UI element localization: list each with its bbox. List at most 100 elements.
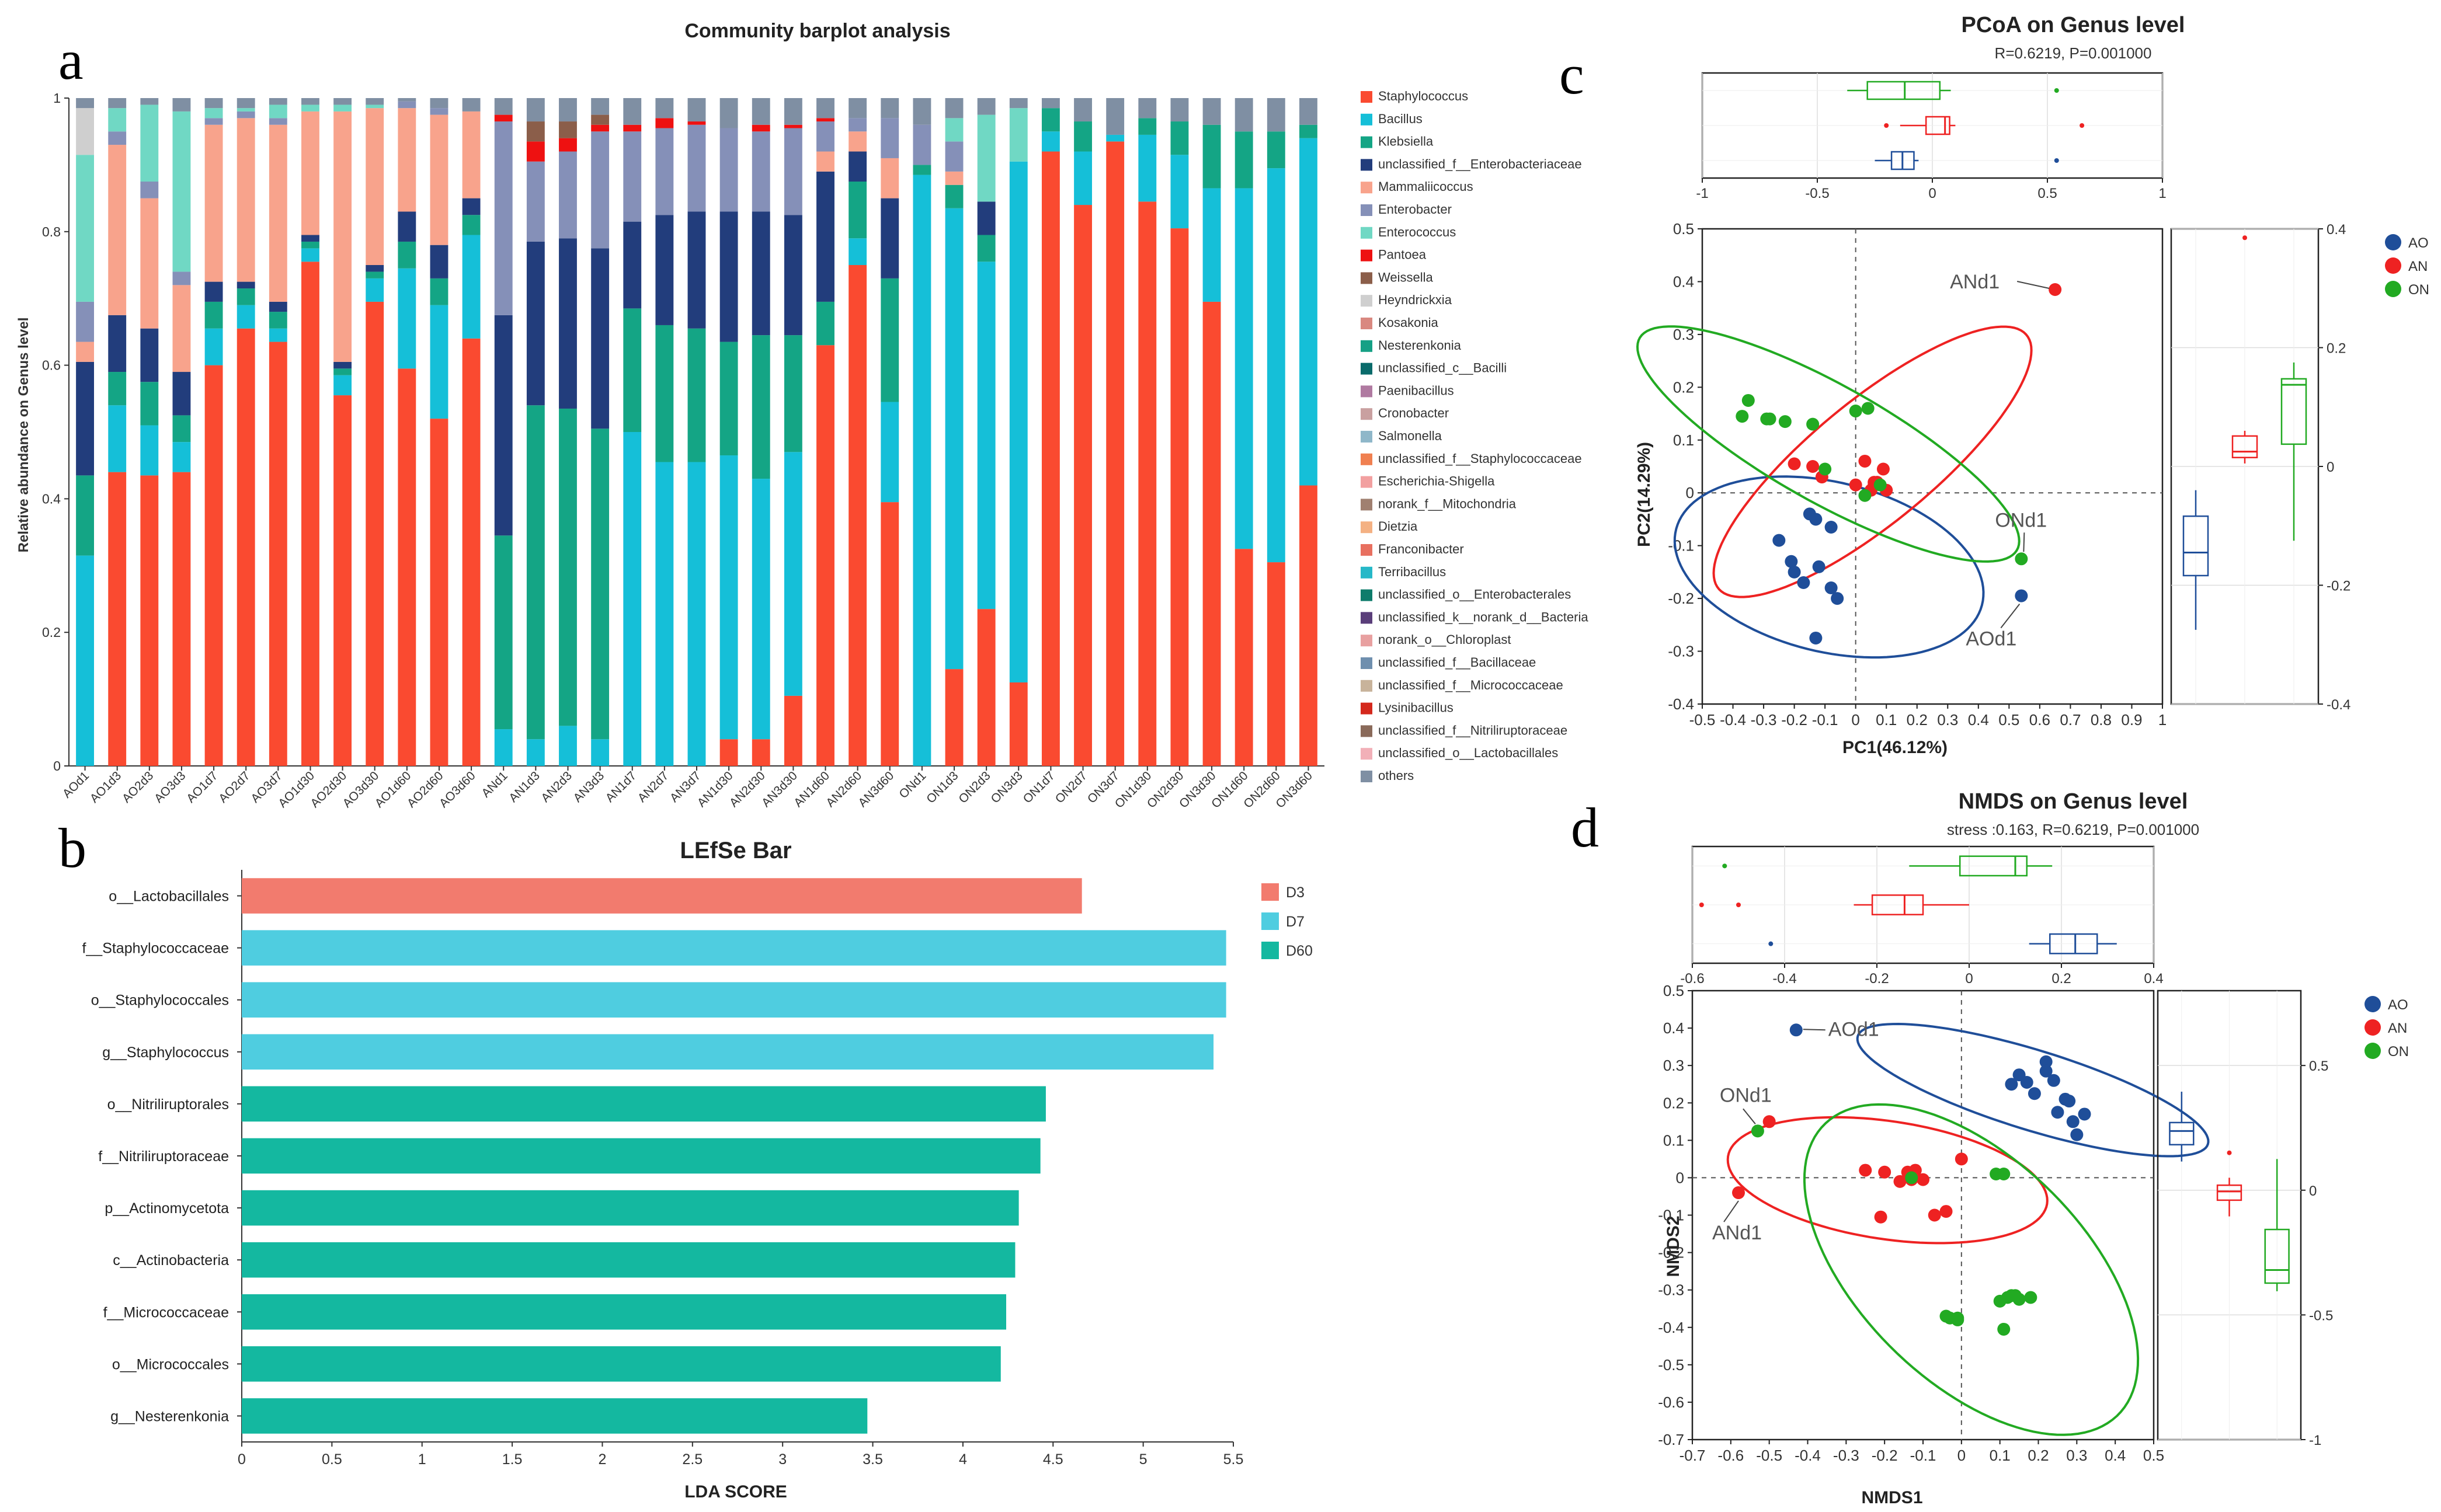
bar-segment-mammaliicoccus xyxy=(849,131,867,152)
bar-segment-staphylococcus xyxy=(1138,201,1157,766)
bar-segment-klebsiella xyxy=(204,301,223,329)
sample-point-an xyxy=(1874,1210,1887,1224)
bar-segment-klebsiella xyxy=(623,308,642,432)
pcoa-side-boxplot: -0.4 -0.2 0 0.2 0.4 xyxy=(2170,222,2350,713)
y-tick-label: -0.5 xyxy=(1658,1356,1684,1374)
top-box-outlier xyxy=(2054,88,2059,93)
lefse-title: LEfSe Bar xyxy=(680,838,791,863)
bar-segment-mammaliicoccus xyxy=(76,342,94,362)
y-tick-label: 0.1 xyxy=(1663,1131,1684,1149)
legend-label: Pantoea xyxy=(1378,248,1427,262)
bar-segment-enterococcus xyxy=(1009,108,1028,162)
bar-segment-enterobacter xyxy=(816,121,834,152)
bar-segment-staphylococcus xyxy=(430,419,448,766)
x-tick-label: 0.1 xyxy=(1876,711,1897,729)
top-box-tick-label: -0.2 xyxy=(1865,971,1889,987)
side-box-tick-label: 0 xyxy=(2309,1183,2317,1199)
bar-segment-klebsiella xyxy=(333,368,352,375)
side-box-on xyxy=(2264,1228,2290,1284)
sample-annotation: ANd1 xyxy=(1712,1222,1762,1244)
bar-segment-klebsiella xyxy=(655,325,674,462)
bar-segment-bacillus xyxy=(559,726,577,766)
bar-segment-staphylococcus xyxy=(1074,205,1092,766)
sample-point-on xyxy=(1997,1168,2011,1181)
bar-segment-bacillus xyxy=(1138,134,1157,202)
lefse-bar xyxy=(242,1294,1007,1330)
top-box-outlier xyxy=(1722,863,1727,869)
sample-point-on xyxy=(2015,552,2028,566)
bar-segment-unclassified-f-enterobacteriaceae xyxy=(333,361,352,369)
bar-segment-enterococcus xyxy=(76,155,94,302)
sample-point-ao xyxy=(1809,631,1823,644)
lefse-bar-label: p__Actinomycetota xyxy=(105,1200,229,1217)
lefse-bar xyxy=(242,878,1082,914)
lefse-x-tick-label: 0.5 xyxy=(322,1451,342,1468)
bar-segment-klebsiella xyxy=(816,301,834,346)
bar-segment-others xyxy=(76,98,94,109)
bar-segment-bacillus xyxy=(849,238,867,265)
sample-point-an xyxy=(1939,1205,1953,1218)
sample-point-ao xyxy=(2015,589,2028,602)
bar-segment-klebsiella xyxy=(752,335,770,479)
bar-segment-klebsiella xyxy=(784,335,802,452)
bar-segment-bacillus xyxy=(366,278,384,302)
bar-segment-bacillus xyxy=(204,328,223,365)
legend-marker-an xyxy=(2364,1019,2381,1036)
bar-segment-others xyxy=(881,98,899,119)
side-box-tick-label: -0.4 xyxy=(2327,697,2350,713)
bar-segment-bacillus xyxy=(108,405,127,472)
y-tick-label: -0.3 xyxy=(1668,643,1694,660)
x-tick-label: -0.1 xyxy=(1910,1447,1936,1464)
bar-segment-mammaliicoccus xyxy=(462,111,481,198)
bar-segment-bacillus xyxy=(301,248,319,262)
bar-segment-weissella xyxy=(526,121,545,142)
sample-point-on xyxy=(1951,1311,1964,1325)
x-tick-label: 0 xyxy=(1957,1447,1966,1464)
bar-segment-unclassified-f-enterobacteriaceae xyxy=(172,372,191,416)
bar-segment-unclassified-f-enterobacteriaceae xyxy=(559,238,577,409)
bar-segment-enterobacter xyxy=(76,301,94,342)
sample-point-on xyxy=(1849,405,1862,418)
legend-label-ao: AO xyxy=(2408,235,2429,251)
bar-segment-bacillus xyxy=(1299,138,1317,486)
lefse-bar-label: o__Staphylococcales xyxy=(91,992,229,1009)
bar-segment-others xyxy=(623,98,642,125)
bar-segment-pantoea xyxy=(655,118,674,128)
bar-segment-staphylococcus xyxy=(269,342,287,766)
annotation-arrow xyxy=(2023,532,2025,552)
bar-segment-others xyxy=(655,98,674,119)
lefse-legend-label: D3 xyxy=(1286,884,1305,901)
legend-marker-on xyxy=(2364,1043,2381,1059)
bar-segment-klebsiella xyxy=(140,382,159,426)
bar-segment-klebsiella xyxy=(1299,124,1317,138)
legend-swatch xyxy=(1361,385,1372,398)
bar-segment-enterobacter xyxy=(719,128,738,212)
bar-segment-klebsiella xyxy=(1170,121,1189,155)
bar-segment-mammaliicoccus xyxy=(366,108,384,265)
bar-segment-enterobacter xyxy=(881,118,899,158)
legend-label: Dietzia xyxy=(1378,519,1418,534)
nmds-top-boxplot: -0.6 -0.4 -0.2 0 0.2 0.4 xyxy=(1680,845,2164,987)
legend-label: Lysinibacillus xyxy=(1378,701,1454,715)
x-tick-label: 0.4 xyxy=(1968,711,1989,729)
legend-label: Enterococcus xyxy=(1378,225,1456,239)
legend-label: unclassified_f__Micrococcaceae xyxy=(1378,678,1563,692)
bar-segment-klebsiella xyxy=(687,328,706,462)
sample-annotation: ONd1 xyxy=(1995,509,2047,531)
legend-swatch xyxy=(1361,453,1372,465)
bar-segment-unclassified-f-enterobacteriaceae xyxy=(719,211,738,342)
panel-letter-c: c xyxy=(1559,43,1584,106)
side-box-tick-label: -0.5 xyxy=(2309,1308,2333,1323)
bar-segment-bacillus xyxy=(1235,188,1253,549)
lefse-bar-label: g__Nesterenkonia xyxy=(110,1408,229,1424)
top-box-on xyxy=(1959,855,2028,877)
legend-label-ao: AO xyxy=(2388,997,2408,1013)
sample-point-on xyxy=(2012,1292,2026,1306)
top-box-tick-label: 0 xyxy=(1965,971,1973,987)
annotation-arrow xyxy=(1743,1108,1756,1124)
lefse-bar xyxy=(242,1138,1041,1174)
sample-point-an xyxy=(1762,1115,1776,1128)
sample-point-on xyxy=(2024,1291,2037,1304)
sample-point-an xyxy=(1849,478,1862,492)
bar-segment-staphylococcus xyxy=(237,328,255,766)
